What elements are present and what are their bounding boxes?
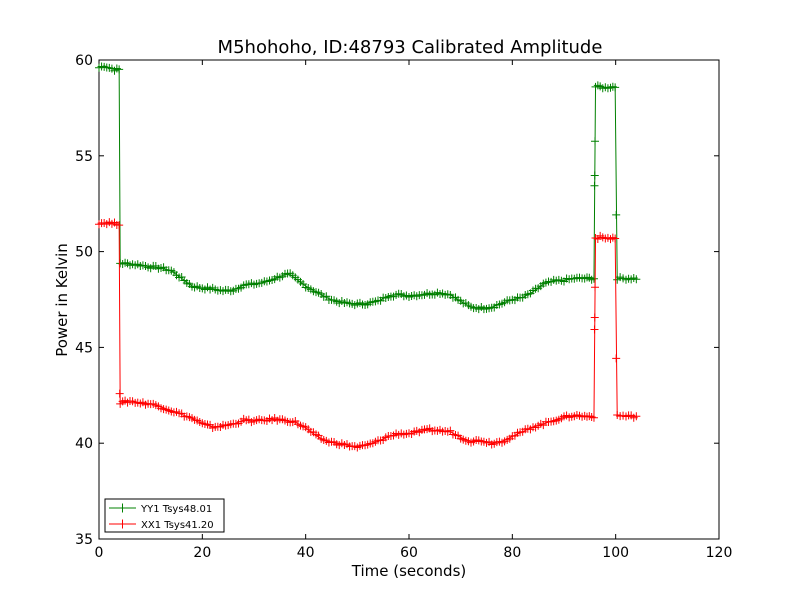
data-point	[611, 83, 620, 92]
data-point	[591, 283, 599, 292]
x-axis-ticks: 0 20 40 60 80 100 120	[95, 60, 733, 561]
legend: YY1 Tsys48.01 XX1 Tsys41.20	[104, 498, 225, 533]
data-point	[589, 274, 598, 283]
legend-marker	[118, 503, 127, 513]
legend-label: YY1 Tsys48.01	[140, 504, 212, 515]
y-tick-label: 55	[75, 149, 93, 165]
legend-box	[104, 498, 225, 533]
data-point	[632, 412, 641, 421]
x-axis-label: Time (seconds)	[351, 562, 467, 580]
series-0	[95, 62, 641, 314]
x-tick-label: 80	[503, 545, 521, 561]
x-tick-label: 100	[602, 545, 629, 561]
data-point	[591, 137, 599, 146]
x-tick-label: 0	[95, 545, 104, 561]
series-1	[95, 218, 641, 452]
data-point	[611, 234, 620, 243]
x-tick-label: 20	[193, 545, 211, 561]
x-tick-label: 60	[400, 545, 418, 561]
y-tick-label: 60	[75, 53, 93, 69]
data-point	[115, 221, 124, 230]
chart-title: M5hohoho, ID:48793 Calibrated Amplitude	[218, 37, 603, 58]
data-point	[612, 354, 621, 363]
data-point	[590, 171, 599, 180]
data-point	[590, 181, 599, 190]
y-axis-ticks: 35 40 45 50 55 60	[75, 53, 719, 548]
x-tick-label: 120	[706, 545, 733, 561]
data-point	[612, 210, 621, 219]
data-point	[632, 275, 641, 284]
series-layer	[95, 62, 641, 452]
y-tick-label: 40	[75, 436, 93, 452]
legend-marker	[118, 519, 127, 529]
data-point	[590, 325, 599, 334]
y-tick-label: 45	[75, 340, 93, 356]
data-point	[115, 389, 124, 398]
y-axis-label: Power in Kelvin	[53, 243, 71, 357]
data-point	[115, 65, 124, 74]
data-point	[590, 313, 599, 322]
data-point	[589, 413, 598, 422]
y-tick-label: 35	[75, 532, 93, 548]
legend-label: XX1 Tsys41.20	[141, 520, 214, 531]
x-tick-label: 40	[297, 545, 315, 561]
y-tick-label: 50	[75, 245, 93, 261]
